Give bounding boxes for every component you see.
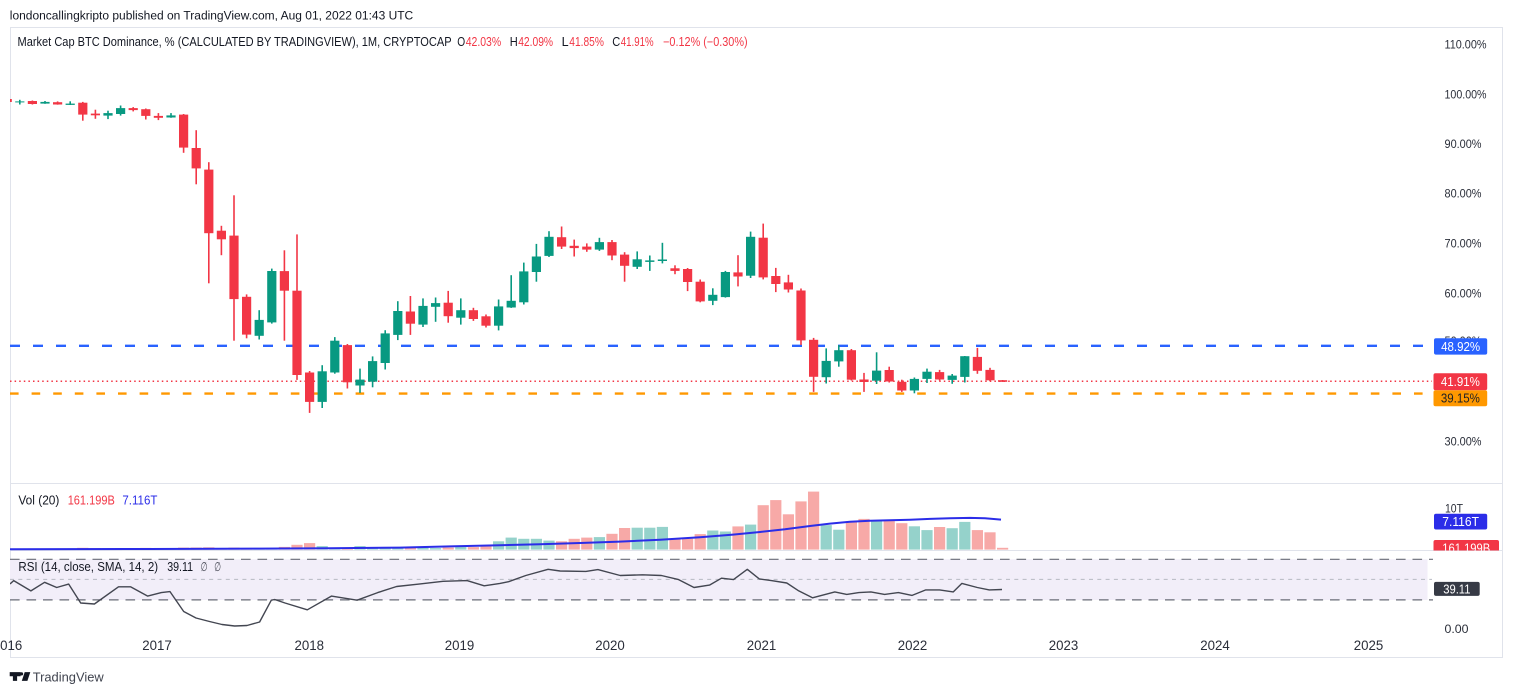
svg-text:110.00%: 110.00%: [1445, 37, 1487, 51]
svg-text:161.199B: 161.199B: [1442, 542, 1490, 556]
svg-text:10T: 10T: [1445, 501, 1463, 515]
svg-text:2019: 2019: [445, 638, 475, 653]
svg-text:39.15%: 39.15%: [1441, 392, 1480, 406]
svg-text:2022: 2022: [898, 638, 928, 653]
svg-text:80.00%: 80.00%: [1445, 186, 1482, 200]
svg-text:2021: 2021: [747, 638, 777, 653]
svg-text:60.00%: 60.00%: [1445, 286, 1482, 300]
svg-text:2025: 2025: [1354, 638, 1384, 653]
svg-text:41.85%: 41.85%: [569, 35, 604, 49]
svg-text:48.92%: 48.92%: [1441, 340, 1480, 354]
svg-text:RSI (14, close, SMA, 14, 2): RSI (14, close, SMA, 14, 2): [18, 560, 158, 574]
svg-text:42.03%: 42.03%: [466, 35, 502, 49]
svg-text:7.116T: 7.116T: [1442, 515, 1479, 529]
svg-text:TradingView: TradingView: [33, 670, 104, 685]
svg-text:∅: ∅: [214, 560, 221, 574]
svg-text:39.11: 39.11: [167, 560, 193, 574]
svg-text:161.199B: 161.199B: [68, 493, 115, 507]
svg-text:42.09%: 42.09%: [518, 35, 553, 49]
svg-text:L: L: [562, 35, 569, 49]
svg-text:londoncallingkripto published: londoncallingkripto published on Trading…: [10, 9, 413, 23]
svg-text:2017: 2017: [142, 638, 172, 653]
svg-text:H: H: [510, 35, 518, 49]
svg-text:30.00%: 30.00%: [1445, 434, 1482, 448]
svg-text:∅: ∅: [201, 560, 208, 574]
svg-text:2020: 2020: [595, 638, 625, 653]
svg-text:2024: 2024: [1200, 638, 1230, 653]
svg-text:2018: 2018: [295, 638, 325, 653]
svg-text:41.91%: 41.91%: [1441, 375, 1480, 389]
svg-text:Market Cap BTC Dominance, % (C: Market Cap BTC Dominance, % (CALCULATED …: [18, 35, 452, 49]
svg-text:39.11: 39.11: [1443, 582, 1470, 596]
svg-text:2016: 2016: [0, 638, 22, 653]
svg-text:O: O: [457, 35, 465, 49]
svg-text:−0.12% (−0.30%): −0.12% (−0.30%): [663, 35, 748, 49]
svg-text:C: C: [612, 35, 620, 49]
svg-text:Vol (20): Vol (20): [18, 493, 59, 507]
svg-text:41.91%: 41.91%: [621, 35, 654, 49]
svg-text:70.00%: 70.00%: [1445, 236, 1482, 250]
svg-text:90.00%: 90.00%: [1445, 137, 1482, 151]
svg-text:0.00: 0.00: [1445, 622, 1469, 636]
svg-text:7.116T: 7.116T: [122, 493, 157, 507]
svg-text:100.00%: 100.00%: [1445, 87, 1487, 101]
svg-text:2023: 2023: [1049, 638, 1079, 653]
